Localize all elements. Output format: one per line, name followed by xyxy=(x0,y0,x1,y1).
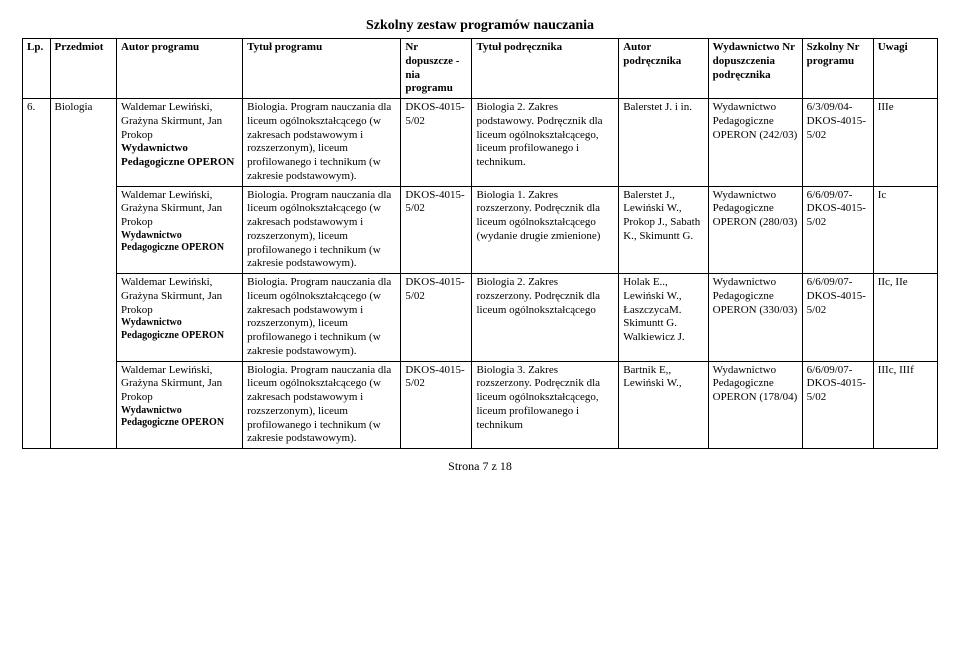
header-lp: Lp. xyxy=(23,39,51,99)
cell-publisher: Wydawnictwo Pedagogiczne OPERON (178/04) xyxy=(708,361,802,449)
table-row: Waldemar Lewiński, Grażyna Skirmunt, Jan… xyxy=(23,361,938,449)
program-table: Lp. Przedmiot Autor programu Tytuł progr… xyxy=(22,38,938,449)
cell-textbook-title: Biologia 3. Zakres rozszerzony. Podręczn… xyxy=(472,361,619,449)
header-subject: Przedmiot xyxy=(50,39,117,99)
cell-author: Waldemar Lewiński, Grażyna Skirmunt, Jan… xyxy=(117,361,243,449)
cell-publisher: Wydawnictwo Pedagogiczne OPERON (280/03) xyxy=(708,186,802,274)
cell-textbook-author: Bartnik E,, Lewiński W., xyxy=(619,361,708,449)
cell-notes: IIIc, IIIf xyxy=(873,361,937,449)
header-notes: Uwagi xyxy=(873,39,937,99)
cell-school-no: 6/6/09/07-DKOS-4015-5/02 xyxy=(802,186,873,274)
cell-textbook-author: Balerstet J. i in. xyxy=(619,99,708,187)
cell-textbook-author: Holak E.., Lewiński W., ŁaszczycaM. Skim… xyxy=(619,274,708,362)
page-footer: Strona 7 z 18 xyxy=(22,459,938,474)
cell-school-no: 6/6/09/07-DKOS-4015-5/02 xyxy=(802,361,873,449)
cell-notes: IIc, IIe xyxy=(873,274,937,362)
table-row: Waldemar Lewiński, Grażyna Skirmunt, Jan… xyxy=(23,186,938,274)
cell-notes: Ic xyxy=(873,186,937,274)
cell-author: Waldemar Lewiński, Grażyna Skirmunt, Jan… xyxy=(117,186,243,274)
header-publisher: Wydawnictwo Nr dopuszczenia podręcznika xyxy=(708,39,802,99)
cell-textbook-title: Biologia 2. Zakres rozszerzony. Podręczn… xyxy=(472,274,619,362)
header-textbook-author: Autor podręcznika xyxy=(619,39,708,99)
cell-textbook-author: Balerstet J., Lewiński W., Prokop J., Sa… xyxy=(619,186,708,274)
header-school-no: Szkolny Nr programu xyxy=(802,39,873,99)
cell-program: Biologia. Program nauczania dla liceum o… xyxy=(243,274,401,362)
cell-publisher: Wydawnictwo Pedagogiczne OPERON (242/03) xyxy=(708,99,802,187)
cell-author: Waldemar Lewiński, Grażyna Skirmunt, Jan… xyxy=(117,99,243,187)
header-row: Lp. Przedmiot Autor programu Tytuł progr… xyxy=(23,39,938,99)
cell-school-no: 6/6/09/07-DKOS-4015-5/02 xyxy=(802,274,873,362)
cell-textbook-title: Biologia 1. Zakres rozszerzony. Podręczn… xyxy=(472,186,619,274)
header-approval: Nr dopuszcze -nia programu xyxy=(401,39,472,99)
cell-program: Biologia. Program nauczania dla liceum o… xyxy=(243,361,401,449)
cell-program: Biologia. Program nauczania dla liceum o… xyxy=(243,99,401,187)
table-row: 6.BiologiaWaldemar Lewiński, Grażyna Ski… xyxy=(23,99,938,187)
cell-approval: DKOS-4015-5/02 xyxy=(401,361,472,449)
cell-approval: DKOS-4015-5/02 xyxy=(401,99,472,187)
header-author: Autor programu xyxy=(117,39,243,99)
cell-subject: Biologia xyxy=(50,99,117,449)
header-textbook-title: Tytuł podręcznika xyxy=(472,39,619,99)
header-program: Tytuł programu xyxy=(243,39,401,99)
cell-author: Waldemar Lewiński, Grażyna Skirmunt, Jan… xyxy=(117,274,243,362)
cell-lp: 6. xyxy=(23,99,51,449)
cell-school-no: 6/3/09/04-DKOS-4015-5/02 xyxy=(802,99,873,187)
cell-approval: DKOS-4015-5/02 xyxy=(401,274,472,362)
cell-program: Biologia. Program nauczania dla liceum o… xyxy=(243,186,401,274)
cell-approval: DKOS-4015-5/02 xyxy=(401,186,472,274)
table-row: Waldemar Lewiński, Grażyna Skirmunt, Jan… xyxy=(23,274,938,362)
cell-notes: IIIe xyxy=(873,99,937,187)
cell-publisher: Wydawnictwo Pedagogiczne OPERON (330/03) xyxy=(708,274,802,362)
page-title: Szkolny zestaw programów nauczania xyxy=(22,18,938,34)
cell-textbook-title: Biologia 2. Zakres podstawowy. Podręczni… xyxy=(472,99,619,187)
